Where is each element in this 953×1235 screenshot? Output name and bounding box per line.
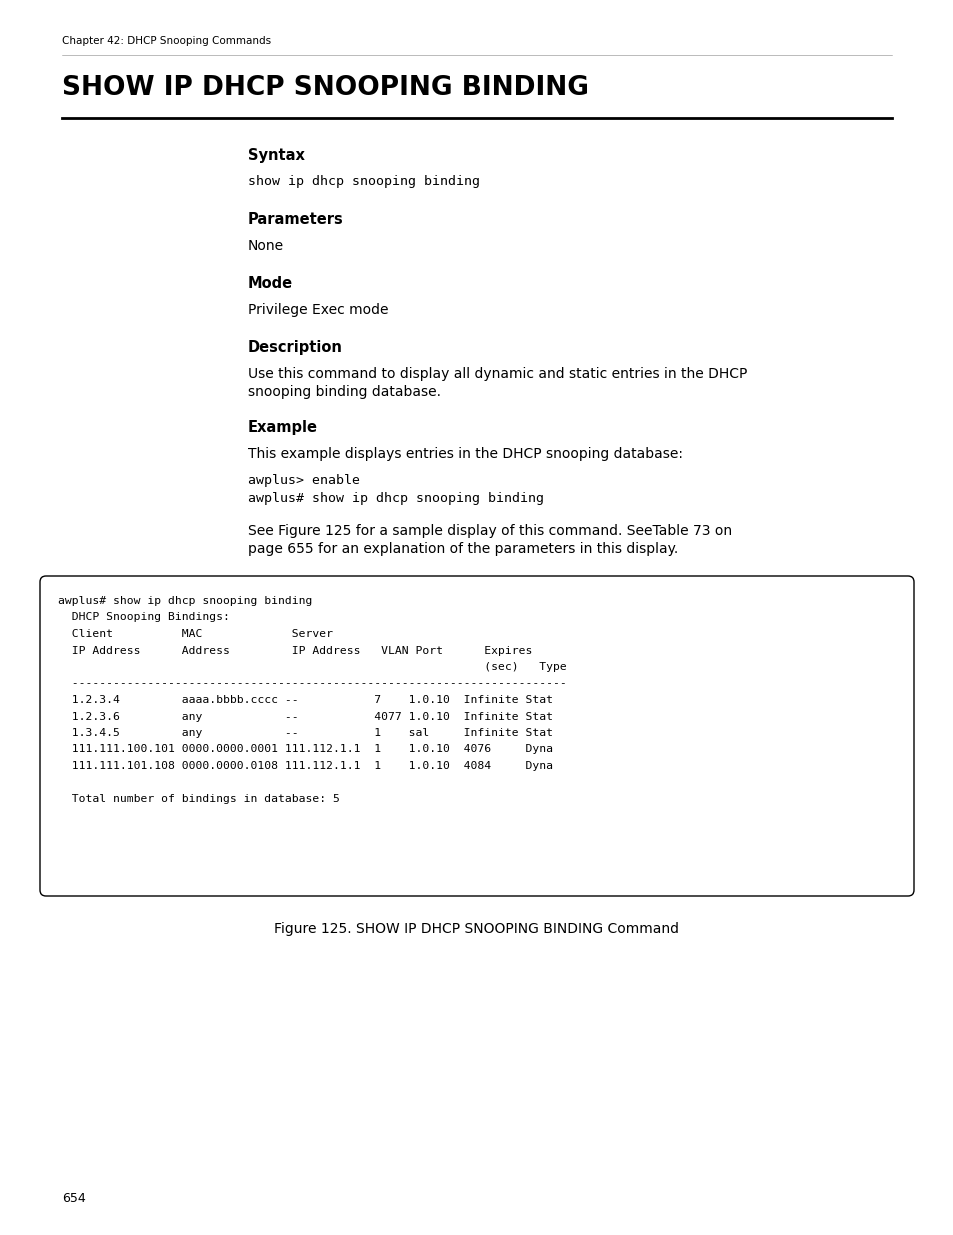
Text: Description: Description	[248, 340, 342, 354]
Text: awplus# show ip dhcp snooping binding: awplus# show ip dhcp snooping binding	[248, 492, 543, 505]
Text: This example displays entries in the DHCP snooping database:: This example displays entries in the DHC…	[248, 447, 682, 461]
Text: Client          MAC             Server: Client MAC Server	[58, 629, 333, 638]
Text: ------------------------------------------------------------------------: ----------------------------------------…	[58, 678, 566, 688]
Text: IP Address      Address         IP Address   VLAN Port      Expires: IP Address Address IP Address VLAN Port …	[58, 646, 532, 656]
Text: 1.2.3.6         any            --           4077 1.0.10  Infinite Stat: 1.2.3.6 any -- 4077 1.0.10 Infinite Stat	[58, 711, 553, 721]
Text: page 655 for an explanation of the parameters in this display.: page 655 for an explanation of the param…	[248, 542, 678, 556]
Text: Syntax: Syntax	[248, 148, 305, 163]
Text: 654: 654	[62, 1192, 86, 1205]
Text: Privilege Exec mode: Privilege Exec mode	[248, 303, 388, 317]
Text: snooping binding database.: snooping binding database.	[248, 385, 440, 399]
Text: DHCP Snooping Bindings:: DHCP Snooping Bindings:	[58, 613, 230, 622]
FancyBboxPatch shape	[40, 576, 913, 897]
Text: Mode: Mode	[248, 275, 293, 291]
Text: Parameters: Parameters	[248, 212, 343, 227]
Text: 1.3.4.5         any            --           1    sal     Infinite Stat: 1.3.4.5 any -- 1 sal Infinite Stat	[58, 727, 553, 739]
Text: Chapter 42: DHCP Snooping Commands: Chapter 42: DHCP Snooping Commands	[62, 36, 271, 46]
Text: awplus> enable: awplus> enable	[248, 474, 359, 487]
Text: Figure 125. SHOW IP DHCP SNOOPING BINDING Command: Figure 125. SHOW IP DHCP SNOOPING BINDIN…	[274, 923, 679, 936]
Text: awplus# show ip dhcp snooping binding: awplus# show ip dhcp snooping binding	[58, 597, 312, 606]
Text: 1.2.3.4         aaaa.bbbb.cccc --           7    1.0.10  Infinite Stat: 1.2.3.4 aaaa.bbbb.cccc -- 7 1.0.10 Infin…	[58, 695, 553, 705]
Text: show ip dhcp snooping binding: show ip dhcp snooping binding	[248, 175, 479, 188]
Text: See Figure 125 for a sample display of this command. SeeTable 73 on: See Figure 125 for a sample display of t…	[248, 524, 731, 538]
Text: SHOW IP DHCP SNOOPING BINDING: SHOW IP DHCP SNOOPING BINDING	[62, 75, 588, 101]
Text: Example: Example	[248, 420, 317, 435]
Text: 111.111.100.101 0000.0000.0001 111.112.1.1  1    1.0.10  4076     Dyna: 111.111.100.101 0000.0000.0001 111.112.1…	[58, 745, 553, 755]
Text: (sec)   Type: (sec) Type	[58, 662, 566, 672]
Text: None: None	[248, 240, 284, 253]
Text: 111.111.101.108 0000.0000.0108 111.112.1.1  1    1.0.10  4084     Dyna: 111.111.101.108 0000.0000.0108 111.112.1…	[58, 761, 553, 771]
Text: Total number of bindings in database: 5: Total number of bindings in database: 5	[58, 794, 339, 804]
Text: Use this command to display all dynamic and static entries in the DHCP: Use this command to display all dynamic …	[248, 367, 746, 382]
